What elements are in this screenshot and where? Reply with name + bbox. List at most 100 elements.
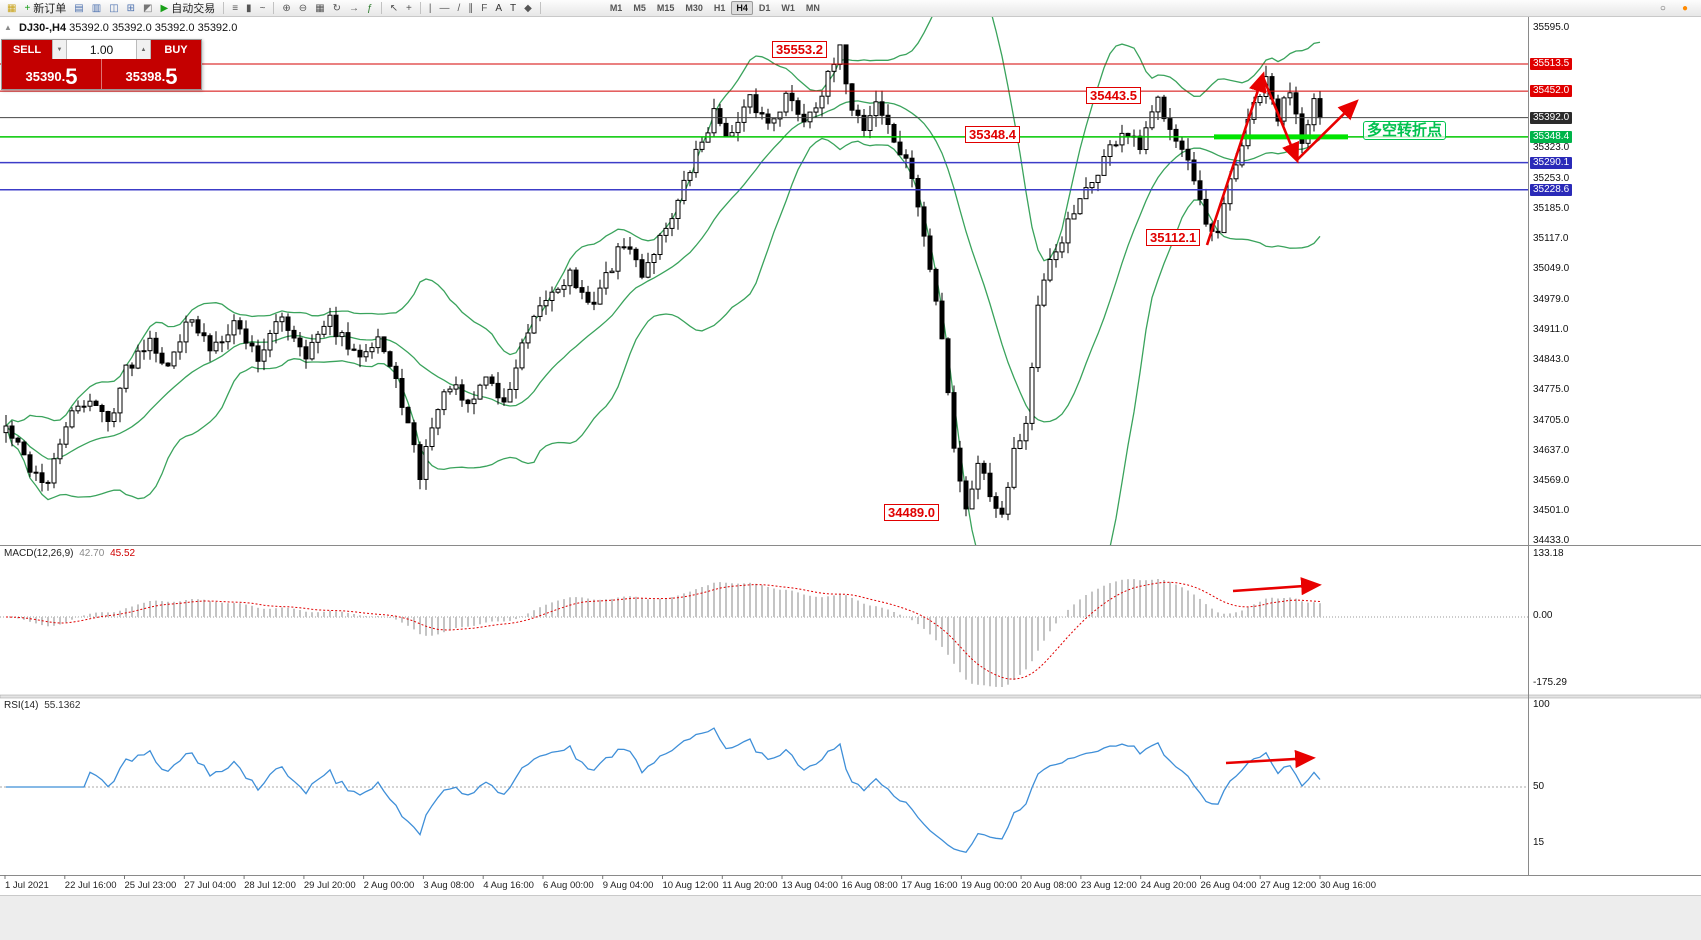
timeframe-toolbar: M1 M5 M15 M30 H1 H4 D1 W1 MN [605, 1, 825, 15]
toolbar-separator [539, 2, 541, 14]
fibonacci-icon[interactable]: F [478, 1, 490, 16]
market-watch-icon: ▤ [74, 2, 84, 14]
shapes-icon: ◆ [524, 2, 532, 14]
strategy-tester-icon[interactable]: ◩ [140, 1, 155, 16]
rsi-name: RSI(14) [4, 700, 39, 711]
rsi-scale-mid: 50 [1533, 781, 1545, 792]
horizontal-line-icon: — [439, 2, 450, 14]
chart-window-icon[interactable]: ▦ [4, 1, 19, 16]
toolbar-separator [223, 2, 225, 14]
community-badge-icon[interactable]: ● [1679, 1, 1691, 16]
vertical-line-icon: | [428, 2, 432, 14]
cursor-icon: ↖ [389, 2, 398, 14]
timeframe-m5-button[interactable]: M5 [633, 3, 646, 13]
timeframe-w1-button[interactable]: W1 [781, 3, 795, 13]
tile-windows-icon[interactable]: ▦ [312, 1, 327, 16]
timeframe-mn-button[interactable]: MN [805, 3, 820, 13]
bar-chart-icon[interactable]: ≡ [229, 1, 241, 16]
sell-price[interactable]: 35390. 5 [2, 59, 101, 89]
timeframe-m15-button[interactable]: M15 [656, 3, 675, 13]
autotrade-button[interactable]: ▶ 自动交易 [158, 1, 219, 16]
community-badge-icon: ● [1681, 2, 1688, 14]
terminal-icon[interactable]: ⊞ [124, 1, 138, 16]
buy-price[interactable]: 35398. 5 [101, 59, 201, 89]
search-icon: ○ [1659, 2, 1666, 14]
chart-window: ▲ DJ30-,H4 35392.0 35392.0 35392.0 35392… [0, 17, 1701, 895]
text-icon: A [495, 2, 502, 14]
macd-value-2: 45.52 [110, 548, 136, 559]
candlestick-chart-icon[interactable]: ▮ [243, 1, 255, 16]
channel-icon: ∥ [468, 2, 474, 14]
macd-scale-zero: 0.00 [1533, 610, 1553, 621]
auto-scroll-icon: ↻ [332, 2, 342, 14]
macd-name: MACD(12,26,9) [4, 548, 74, 559]
chart-shift-icon: → [349, 2, 360, 14]
trendline-icon: / [457, 2, 461, 14]
timeframe-h1-button[interactable]: H1 [713, 3, 726, 13]
sell-button[interactable]: SELL [2, 40, 52, 59]
volume-spin-up-icon[interactable]: ▲ [136, 40, 151, 59]
bar-chart-icon: ≡ [232, 2, 239, 14]
indicators-icon[interactable]: ƒ [364, 1, 376, 16]
timeframe-h4-button[interactable]: H4 [731, 1, 753, 15]
text-label-icon[interactable]: T [507, 1, 519, 16]
crosshair-icon: + [405, 2, 412, 14]
new-order-button-label: 新订单 [33, 3, 67, 15]
macd-scale-top: 133.18 [1533, 548, 1564, 559]
timeframe-d1-button[interactable]: D1 [758, 3, 771, 13]
vertical-line-icon[interactable]: | [426, 1, 435, 16]
crosshair-icon[interactable]: + [403, 1, 415, 16]
toolbar-right-group: ○ ● [1656, 1, 1692, 16]
terminal-icon: ⊞ [126, 2, 136, 14]
line-chart-icon[interactable]: ~ [257, 1, 269, 16]
trendline-icon[interactable]: / [454, 1, 463, 16]
buy-button[interactable]: BUY [151, 40, 201, 59]
fibonacci-icon: F [481, 2, 488, 14]
new-order-button-icon: + [24, 2, 31, 14]
buy-price-main: 35398. [125, 69, 166, 84]
market-watch-icon[interactable]: ▤ [71, 1, 86, 16]
data-window-icon[interactable]: ▥ [89, 1, 104, 16]
navigator-icon: ◫ [109, 2, 119, 14]
macd-value-1: 42.70 [79, 548, 105, 559]
collapse-panel-icon[interactable]: ▲ [4, 23, 12, 32]
text-label-icon: T [510, 2, 517, 14]
toolbar-separator [419, 2, 421, 14]
horizontal-line-icon[interactable]: — [436, 1, 452, 16]
chart-symbol-timeframe: DJ30-,H4 [18, 22, 67, 34]
autotrade-button-label: 自动交易 [171, 3, 216, 15]
tile-windows-icon: ▦ [315, 2, 325, 14]
macd-scale-bottom: -175.29 [1533, 677, 1567, 688]
zoom-out-icon[interactable]: ⊖ [296, 1, 310, 16]
rsi-value: 55.1362 [44, 700, 81, 711]
chart-shift-icon[interactable]: → [346, 1, 362, 16]
shapes-icon[interactable]: ◆ [521, 1, 535, 16]
auto-scroll-icon[interactable]: ↻ [330, 1, 344, 16]
navigator-icon[interactable]: ◫ [106, 1, 121, 16]
volume-dropdown-icon[interactable]: ▼ [52, 40, 67, 59]
window-bottom-area [0, 895, 1701, 940]
zoom-out-icon: ⊖ [298, 2, 308, 14]
rsi-scale-top: 100 [1533, 699, 1550, 710]
one-click-trading-panel: SELL ▼ ▲ BUY 35390.5 35398.5 [1, 39, 202, 90]
cursor-icon[interactable]: ↖ [387, 1, 401, 16]
macd-indicator-label: MACD(12,26,9) 42.70 45.52 [4, 548, 135, 559]
zoom-in-icon[interactable]: ⊕ [279, 1, 293, 16]
new-order-button[interactable]: + 新订单 [21, 1, 69, 16]
search-icon[interactable]: ○ [1657, 1, 1669, 16]
data-window-icon: ▥ [91, 2, 102, 14]
chart-canvas[interactable] [0, 17, 1701, 895]
chart-ohlc-values: 35392.0 35392.0 35392.0 35392.0 [69, 22, 238, 34]
candlestick-chart-icon: ▮ [246, 2, 252, 14]
timeframe-m1-button[interactable]: M1 [609, 3, 623, 13]
strategy-tester-icon: ◩ [143, 2, 153, 14]
sell-price-main: 35390. [25, 69, 66, 84]
line-chart-icon: ~ [259, 2, 266, 14]
text-icon[interactable]: A [492, 1, 505, 16]
toolbar-separator [380, 2, 382, 14]
rsi-scale-bottom: 15 [1533, 837, 1545, 848]
chart-title: ▲ DJ30-,H4 35392.0 35392.0 35392.0 35392… [4, 22, 237, 34]
timeframe-m30-button[interactable]: M30 [685, 3, 703, 13]
channel-icon[interactable]: ∥ [465, 1, 476, 16]
volume-input[interactable] [67, 40, 136, 59]
